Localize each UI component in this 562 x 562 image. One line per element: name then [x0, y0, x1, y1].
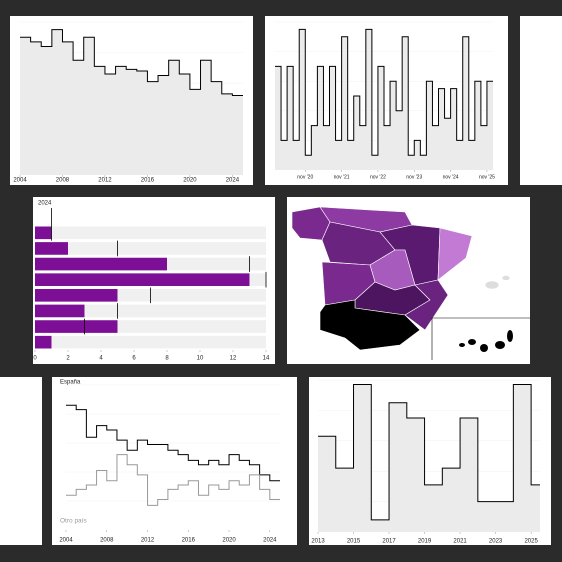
x-tick-label: 2016 — [182, 538, 196, 544]
island — [495, 341, 505, 349]
inset-frame — [431, 317, 530, 360]
bar — [35, 226, 52, 240]
x-tick-label: 2008 — [56, 178, 70, 184]
island — [459, 343, 465, 347]
canary-islands — [459, 330, 513, 352]
region — [319, 299, 421, 351]
x-tick-label: 0 — [33, 356, 37, 362]
area — [318, 384, 540, 532]
region — [437, 227, 473, 281]
legend-label: España — [60, 380, 81, 386]
x-tick-label: 2021 — [453, 539, 467, 545]
x-tick-label: 2012 — [98, 178, 112, 184]
x-tick-label: nov '22 — [370, 174, 386, 180]
line — [66, 454, 280, 506]
x-tick-label: 2013 — [311, 539, 325, 545]
x-tick-label: 2024 — [226, 178, 240, 184]
x-tick-label: 2019 — [418, 539, 432, 545]
bar — [35, 242, 68, 255]
bar — [35, 257, 167, 271]
x-tick-label: 2017 — [382, 539, 396, 545]
bar — [35, 304, 85, 318]
x-tick-label: 2025 — [524, 539, 538, 545]
x-tick-label: 8 — [165, 356, 169, 362]
island — [468, 339, 476, 345]
legend-label: Otro país — [60, 518, 87, 525]
bar — [35, 320, 118, 333]
x-tick-label: 10 — [197, 356, 204, 362]
x-tick-label: 6 — [132, 356, 136, 362]
x-tick-label: 2020 — [183, 178, 197, 184]
x-tick-label: nov '20 — [297, 174, 313, 180]
line — [275, 28, 493, 156]
bar-track — [35, 242, 266, 255]
bar — [35, 335, 52, 349]
panel — [0, 377, 42, 545]
line — [66, 404, 280, 482]
bar-track — [35, 226, 266, 240]
x-tick-label: 14 — [263, 356, 270, 362]
x-tick-label: nov '23 — [406, 174, 422, 180]
island — [507, 330, 513, 342]
bar-track — [35, 304, 266, 318]
line — [318, 384, 540, 521]
panel — [520, 16, 562, 185]
bar — [35, 289, 118, 302]
bar — [35, 273, 250, 286]
x-tick-label: 2008 — [100, 538, 114, 544]
panel — [52, 377, 297, 545]
bar-track — [35, 335, 266, 349]
island — [484, 280, 500, 290]
x-tick-label: 2015 — [347, 539, 361, 545]
island — [501, 275, 511, 281]
x-tick-label: nov '21 — [334, 174, 350, 180]
x-tick-label: nov '25 — [479, 174, 495, 180]
x-tick-label: 2 — [66, 356, 70, 362]
x-tick-label: 2004 — [13, 178, 27, 184]
x-tick-label: 2012 — [141, 538, 155, 544]
x-tick-label: 2016 — [141, 178, 155, 184]
x-tick-label: 12 — [230, 356, 237, 362]
x-tick-label: 2004 — [59, 538, 73, 544]
area — [20, 29, 243, 176]
x-tick-label: 4 — [99, 356, 103, 362]
map — [291, 206, 511, 351]
chart-title: 2024 — [38, 201, 52, 207]
x-tick-label: nov '24 — [443, 174, 459, 180]
line — [20, 29, 243, 96]
x-tick-label: 2023 — [489, 539, 503, 545]
x-tick-label: 2020 — [222, 538, 236, 544]
island — [480, 344, 488, 352]
x-tick-label: 2024 — [263, 538, 277, 544]
